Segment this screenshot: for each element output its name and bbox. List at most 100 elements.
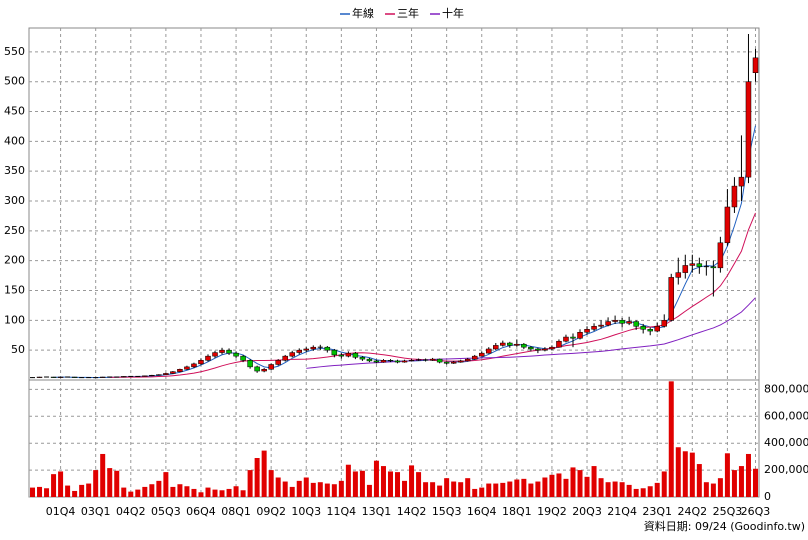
volume-bar — [177, 484, 183, 497]
volume-bar — [170, 486, 176, 497]
x-tick-label: 06Q4 — [186, 505, 216, 518]
candle-body — [542, 348, 548, 351]
candle-body — [275, 360, 281, 365]
volume-bar — [296, 480, 302, 497]
candle-body — [310, 346, 317, 350]
volume-bar — [114, 470, 120, 497]
candle-body — [156, 374, 162, 376]
candle-body — [528, 346, 534, 350]
y-tick-label: 450 — [4, 105, 25, 118]
x-tick-label: 10Q3 — [291, 505, 321, 518]
candle-body — [254, 366, 260, 372]
candle-body — [359, 357, 366, 360]
volume-bar — [79, 484, 85, 497]
y-tick-label: 300 — [4, 194, 25, 207]
volume-bar — [598, 478, 604, 497]
y-tick-label: 350 — [4, 164, 25, 177]
volume-bar — [247, 470, 253, 497]
candle-body — [121, 376, 127, 378]
volume-bar — [100, 453, 106, 497]
candle-body — [724, 206, 731, 244]
volume-bar — [219, 490, 225, 497]
y-tick-label: 50 — [11, 343, 25, 356]
candle-body — [675, 272, 682, 278]
x-tick-label: 04Q2 — [116, 505, 146, 518]
x-tick-label: 11Q4 — [327, 505, 357, 518]
y2-tick-label: 200,000 — [764, 463, 808, 476]
candle-body — [198, 360, 204, 365]
volume-bar — [724, 453, 730, 497]
x-tick-label: 25Q3 — [713, 505, 743, 518]
candle-body — [752, 57, 759, 73]
candle-body — [57, 376, 64, 378]
candle-body — [443, 361, 450, 364]
volume-bar — [479, 487, 485, 497]
candle-body — [240, 355, 246, 361]
x-tick-label: 18Q1 — [502, 505, 532, 518]
volume-bar — [233, 486, 239, 497]
volume-bar — [380, 466, 386, 497]
volume-bar — [472, 488, 478, 497]
volume-bar — [661, 471, 667, 497]
candle-body — [598, 324, 604, 327]
volume-bar — [640, 488, 646, 497]
volume-bar — [37, 486, 43, 497]
candle-body — [493, 345, 499, 350]
candle-body — [500, 342, 506, 346]
candle-body — [710, 266, 717, 269]
volume-bar — [345, 464, 351, 497]
volume-bar — [44, 488, 50, 497]
candle-body — [471, 355, 478, 360]
ma-line — [306, 297, 756, 369]
y-tick-label: 100 — [4, 313, 25, 326]
candle-body — [647, 329, 653, 332]
volume-bar — [51, 474, 57, 497]
candle-body — [324, 346, 331, 351]
candle-body — [331, 349, 338, 356]
volume-bar — [437, 485, 443, 497]
volume-bar — [310, 482, 316, 497]
candle-body — [401, 360, 408, 363]
candle-body — [338, 354, 345, 357]
volume-bar — [514, 479, 520, 497]
candle-body — [303, 348, 310, 351]
candle-body — [387, 360, 394, 362]
x-tick-label: 05Q3 — [151, 505, 181, 518]
y2-tick-label: 800,000 — [764, 382, 808, 395]
volume-bar — [184, 486, 190, 497]
candle-body — [556, 340, 562, 348]
volume-bar — [387, 471, 393, 497]
x-tick-label: 01Q4 — [46, 505, 76, 518]
volume-bar — [72, 490, 78, 497]
volume-bar — [654, 482, 660, 497]
volume-bar — [142, 486, 148, 497]
x-tick-label: 26Q3 — [741, 505, 771, 518]
volume-bar — [65, 485, 71, 497]
volume-bar — [282, 481, 288, 497]
volume-bar — [465, 478, 471, 497]
candle-body — [394, 360, 401, 363]
volume-bar — [577, 470, 583, 497]
volume-bar — [528, 483, 534, 497]
candle-body — [268, 364, 274, 370]
volume-bar — [430, 482, 436, 497]
candle-body — [142, 375, 148, 377]
x-tick-label: 23Q1 — [642, 505, 672, 518]
volume-bar — [507, 481, 513, 497]
candle-body — [457, 360, 464, 363]
volume-bar — [444, 478, 450, 497]
volume-bar — [331, 484, 337, 497]
volume-bar — [163, 472, 169, 497]
candle-body — [149, 374, 155, 377]
candle-body — [422, 359, 429, 361]
candle-body — [717, 242, 724, 269]
volume-bar — [493, 483, 499, 497]
candle-body — [612, 320, 618, 322]
volume-bar — [317, 482, 323, 497]
candle-body — [436, 358, 443, 363]
y2-tick-label: 600,000 — [764, 409, 808, 422]
volume-bar — [556, 473, 562, 497]
volume-bar — [423, 482, 429, 497]
legend-label: 年線 — [352, 6, 374, 20]
